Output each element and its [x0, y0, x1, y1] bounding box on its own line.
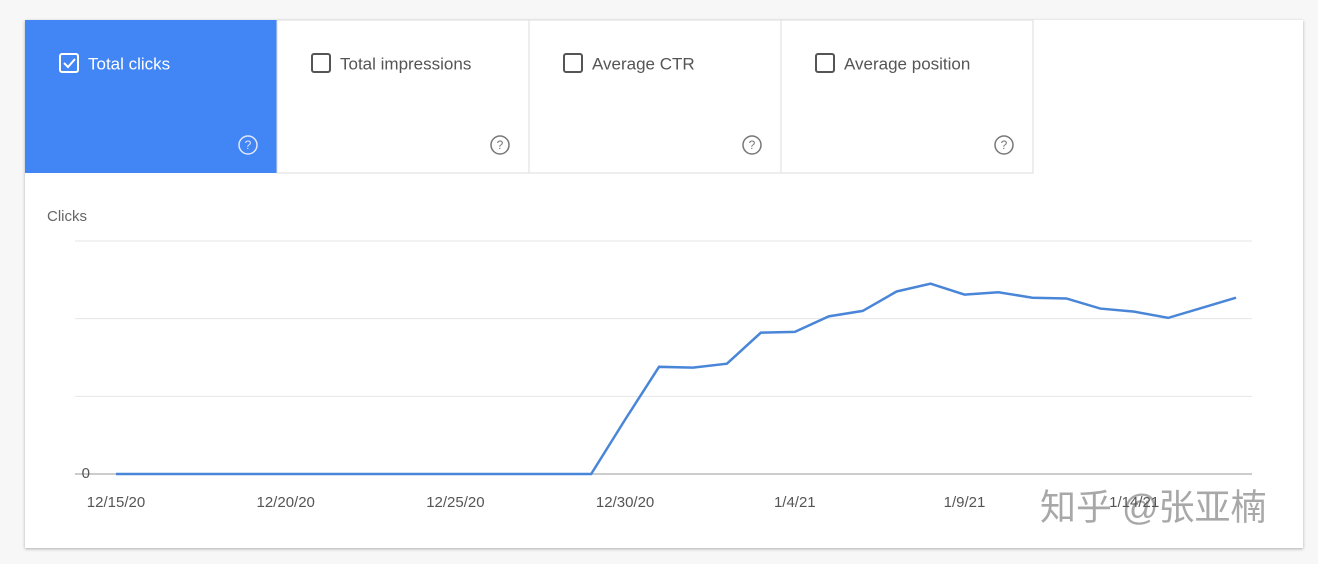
tab-label: Total clicks: [88, 54, 170, 73]
x-tick-label: 12/15/20: [87, 494, 145, 511]
x-tick-label: 1/4/21: [774, 494, 816, 511]
checkbox: [311, 53, 331, 73]
tab-background: [780, 19, 1034, 174]
help-icon-glyph: ?: [749, 138, 756, 152]
x-tick-label: 12/30/20: [596, 494, 654, 511]
metric-tab[interactable]: Total impressions?: [276, 19, 530, 174]
x-tick-label: 12/25/20: [426, 494, 484, 511]
y-tick-label: 0: [82, 465, 90, 482]
metric-tab[interactable]: Total clicks?: [25, 20, 277, 173]
tab-background: [276, 19, 530, 174]
tab-background: [528, 19, 782, 174]
help-icon-glyph: ?: [245, 138, 252, 152]
checkbox: [815, 53, 835, 73]
help-icon-glyph: ?: [497, 138, 504, 152]
tab-label: Total impressions: [340, 54, 471, 73]
checkbox: [563, 53, 583, 73]
x-tick-label: 1/9/21: [944, 494, 986, 511]
x-tick-label: 12/20/20: [257, 494, 315, 511]
metric-tab[interactable]: Average position?: [780, 19, 1034, 174]
line-series: [116, 282, 1237, 476]
y-axis-label: Clicks: [47, 208, 87, 225]
help-icon-glyph: ?: [1001, 138, 1008, 152]
tab-label: Average CTR: [592, 54, 695, 73]
watermark: 知乎 @张亚楠: [1040, 487, 1267, 528]
x-tick-label: 1/14/21: [1109, 494, 1159, 511]
metric-tab[interactable]: Average CTR?: [528, 19, 782, 174]
checkmark: [63, 58, 76, 69]
tab-background: [25, 20, 277, 173]
help-icon: [490, 135, 510, 155]
help-icon: [994, 135, 1014, 155]
tab-label: Average position: [844, 54, 970, 73]
help-icon: [742, 135, 762, 155]
help-icon: [238, 135, 258, 155]
checkbox: [59, 53, 79, 73]
